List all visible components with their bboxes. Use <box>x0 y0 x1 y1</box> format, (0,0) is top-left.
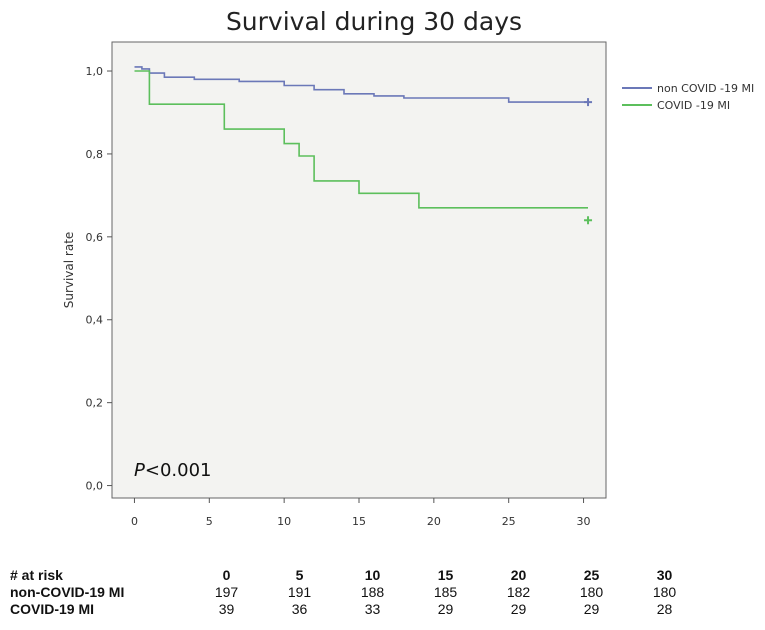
x-tick-label: 5 <box>206 515 213 528</box>
survival-curve-covid <box>134 70 588 209</box>
y-axis: 0,0 0,2 0,4 0,6 0,8 1,0 <box>86 65 112 493</box>
risk-cell: 39 <box>218 601 235 617</box>
risk-cell: 197 <box>214 584 239 600</box>
risk-cell: 29 <box>437 601 454 617</box>
risk-time-30: 30 <box>656 567 673 583</box>
censor-mark-covid <box>584 216 593 225</box>
x-tick-label: 10 <box>277 515 291 528</box>
y-tick-label: 0,4 <box>86 314 104 327</box>
p-value-italic: P <box>134 460 145 481</box>
risk-cell: 28 <box>656 601 673 617</box>
x-tick-label: 25 <box>502 515 516 528</box>
risk-cell: 191 <box>287 584 312 600</box>
survival-chart: Survival during 30 days 0,0 0,2 0,4 0,6 0,8 1… <box>62 7 754 528</box>
risk-cell: 180 <box>579 584 604 600</box>
legend-label: COVID -19 MI <box>657 99 730 112</box>
p-value-annotation: P<0.001 <box>134 460 211 481</box>
risk-cell: 36 <box>291 601 308 617</box>
risk-cell: 33 <box>364 601 381 617</box>
risk-time-0: 0 <box>222 567 231 583</box>
risk-row-label: COVID-19 MI <box>10 601 95 617</box>
risk-table-header-row: # at risk 0 5 10 15 20 25 30 <box>10 567 701 584</box>
risk-cell: 29 <box>510 601 527 617</box>
risk-cell: 185 <box>433 584 458 600</box>
x-tick-label: 15 <box>352 515 366 528</box>
risk-time-25: 25 <box>583 567 600 583</box>
y-tick-label: 1,0 <box>86 65 104 78</box>
plot-area <box>111 41 607 499</box>
p-value-text: <0.001 <box>145 460 212 481</box>
risk-table: # at risk 0 5 10 15 20 25 30 non-COVID-1… <box>10 567 701 618</box>
y-tick-label: 0,6 <box>86 231 104 244</box>
legend: non COVID -19 MI COVID -19 MI <box>622 82 754 112</box>
censor-mark-noncovid <box>584 98 593 107</box>
risk-cell: 182 <box>506 584 531 600</box>
y-axis-label: Survival rate <box>62 232 76 309</box>
y-tick-label: 0,2 <box>86 397 104 410</box>
series-layer <box>134 66 593 225</box>
y-tick-label: 0,0 <box>86 480 104 493</box>
risk-time-15: 15 <box>437 567 454 583</box>
x-tick-label: 20 <box>427 515 441 528</box>
risk-time-5: 5 <box>295 567 304 583</box>
risk-table-row-noncovid: non-COVID-19 MI 197 191 188 185 182 180 … <box>10 584 701 601</box>
x-axis: 0 5 10 15 20 25 30 <box>131 498 591 528</box>
y-tick-label: 0,8 <box>86 148 104 161</box>
x-tick-label: 30 <box>577 515 591 528</box>
risk-time-20: 20 <box>510 567 527 583</box>
risk-table-header: # at risk <box>10 567 63 583</box>
risk-cell: 188 <box>360 584 385 600</box>
risk-row-label: non-COVID-19 MI <box>10 584 125 600</box>
x-tick-label: 0 <box>131 515 138 528</box>
risk-time-10: 10 <box>364 567 381 583</box>
risk-cell: 180 <box>652 584 677 600</box>
risk-table-row-covid: COVID-19 MI 39 36 33 29 29 29 28 <box>10 601 701 618</box>
risk-cell: 29 <box>583 601 600 617</box>
legend-label: non COVID -19 MI <box>657 82 754 95</box>
chart-title: Survival during 30 days <box>226 7 522 36</box>
